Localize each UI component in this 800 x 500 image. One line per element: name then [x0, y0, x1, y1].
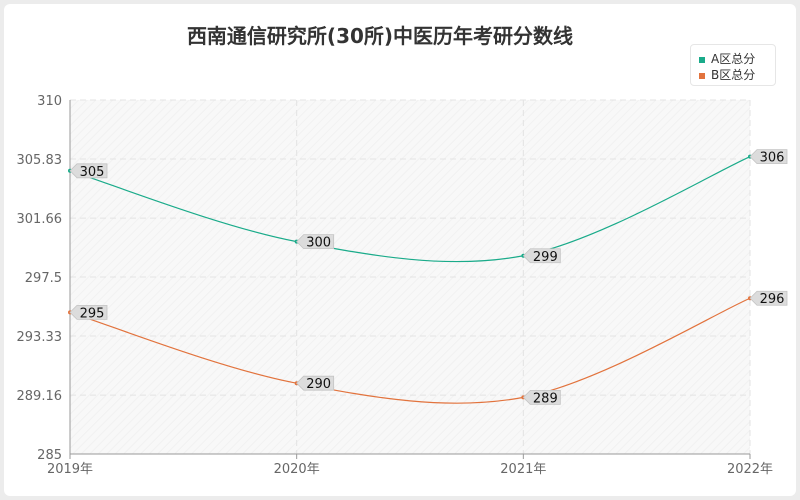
legend-label-a: A区总分 [711, 52, 756, 66]
y-tick-label-6: 310 [37, 94, 62, 109]
data-label-tag-0-2 [522, 248, 561, 264]
chart-title: 西南通信研究所(30所)中医历年考研分数线 [186, 24, 574, 48]
data-label-1-3: 296 [749, 290, 788, 307]
data-labels: 305 300 299 306 295 290 289 296 [69, 149, 788, 406]
data-label-text-0-3: 306 [760, 151, 785, 166]
legend-label-b: B区总分 [711, 68, 756, 82]
legend-swatch-a [699, 56, 705, 63]
data-label-tag-0-0 [69, 163, 108, 179]
y-tick-label-4: 301.66 [17, 212, 63, 227]
y-tick-label-2: 293.33 [17, 330, 63, 345]
x-tick-label-2: 2021年 [500, 462, 546, 477]
data-label-text-1-0: 295 [80, 306, 105, 321]
legend-swatch-b [699, 72, 705, 79]
data-label-1-0: 295 [69, 305, 108, 321]
data-label-1-1: 290 [296, 375, 335, 392]
data-label-text-0-2: 299 [533, 250, 558, 265]
x-tick-label-0: 2019年 [47, 462, 93, 477]
data-label-tag-1-0 [69, 305, 108, 320]
data-label-text-0-1: 300 [306, 236, 331, 251]
legend-item-b[interactable]: B区总分 [699, 66, 755, 83]
legend: A区总分 B区总分 [690, 44, 776, 86]
data-label-0-1: 300 [296, 234, 335, 251]
data-label-text-1-2: 289 [533, 391, 558, 406]
data-label-text-1-3: 296 [760, 292, 785, 307]
data-label-0-3: 306 [749, 149, 788, 166]
data-label-tag-1-3 [749, 290, 788, 306]
axes: 285 289.16 293.33 297.5 301.66 305.83 310 2019年… [17, 94, 774, 477]
data-label-1-2: 289 [522, 389, 561, 406]
y-tick-label-0: 285 [37, 448, 62, 463]
x-tick-label-1: 2020年 [274, 462, 320, 477]
data-label-text-0-0: 305 [80, 165, 105, 180]
y-tick-label-5: 305.83 [17, 153, 63, 168]
data-label-tag-1-2 [522, 389, 561, 405]
series-line-0 [69, 156, 751, 263]
legend-item-a[interactable]: A区总分 [699, 50, 755, 67]
y-tick-label-1: 289.16 [17, 389, 63, 404]
x-tick-label-3: 2022年 [727, 462, 773, 477]
data-label-tag-0-1 [296, 234, 335, 249]
data-label-0-2: 299 [522, 248, 561, 265]
series-line-1 [69, 297, 751, 404]
data-label-text-1-1: 290 [306, 377, 331, 392]
y-tick-label-3: 297.5 [25, 271, 62, 286]
data-label-tag-1-1 [296, 375, 335, 391]
data-label-0-0: 305 [69, 163, 108, 180]
data-label-tag-0-3 [749, 149, 788, 165]
